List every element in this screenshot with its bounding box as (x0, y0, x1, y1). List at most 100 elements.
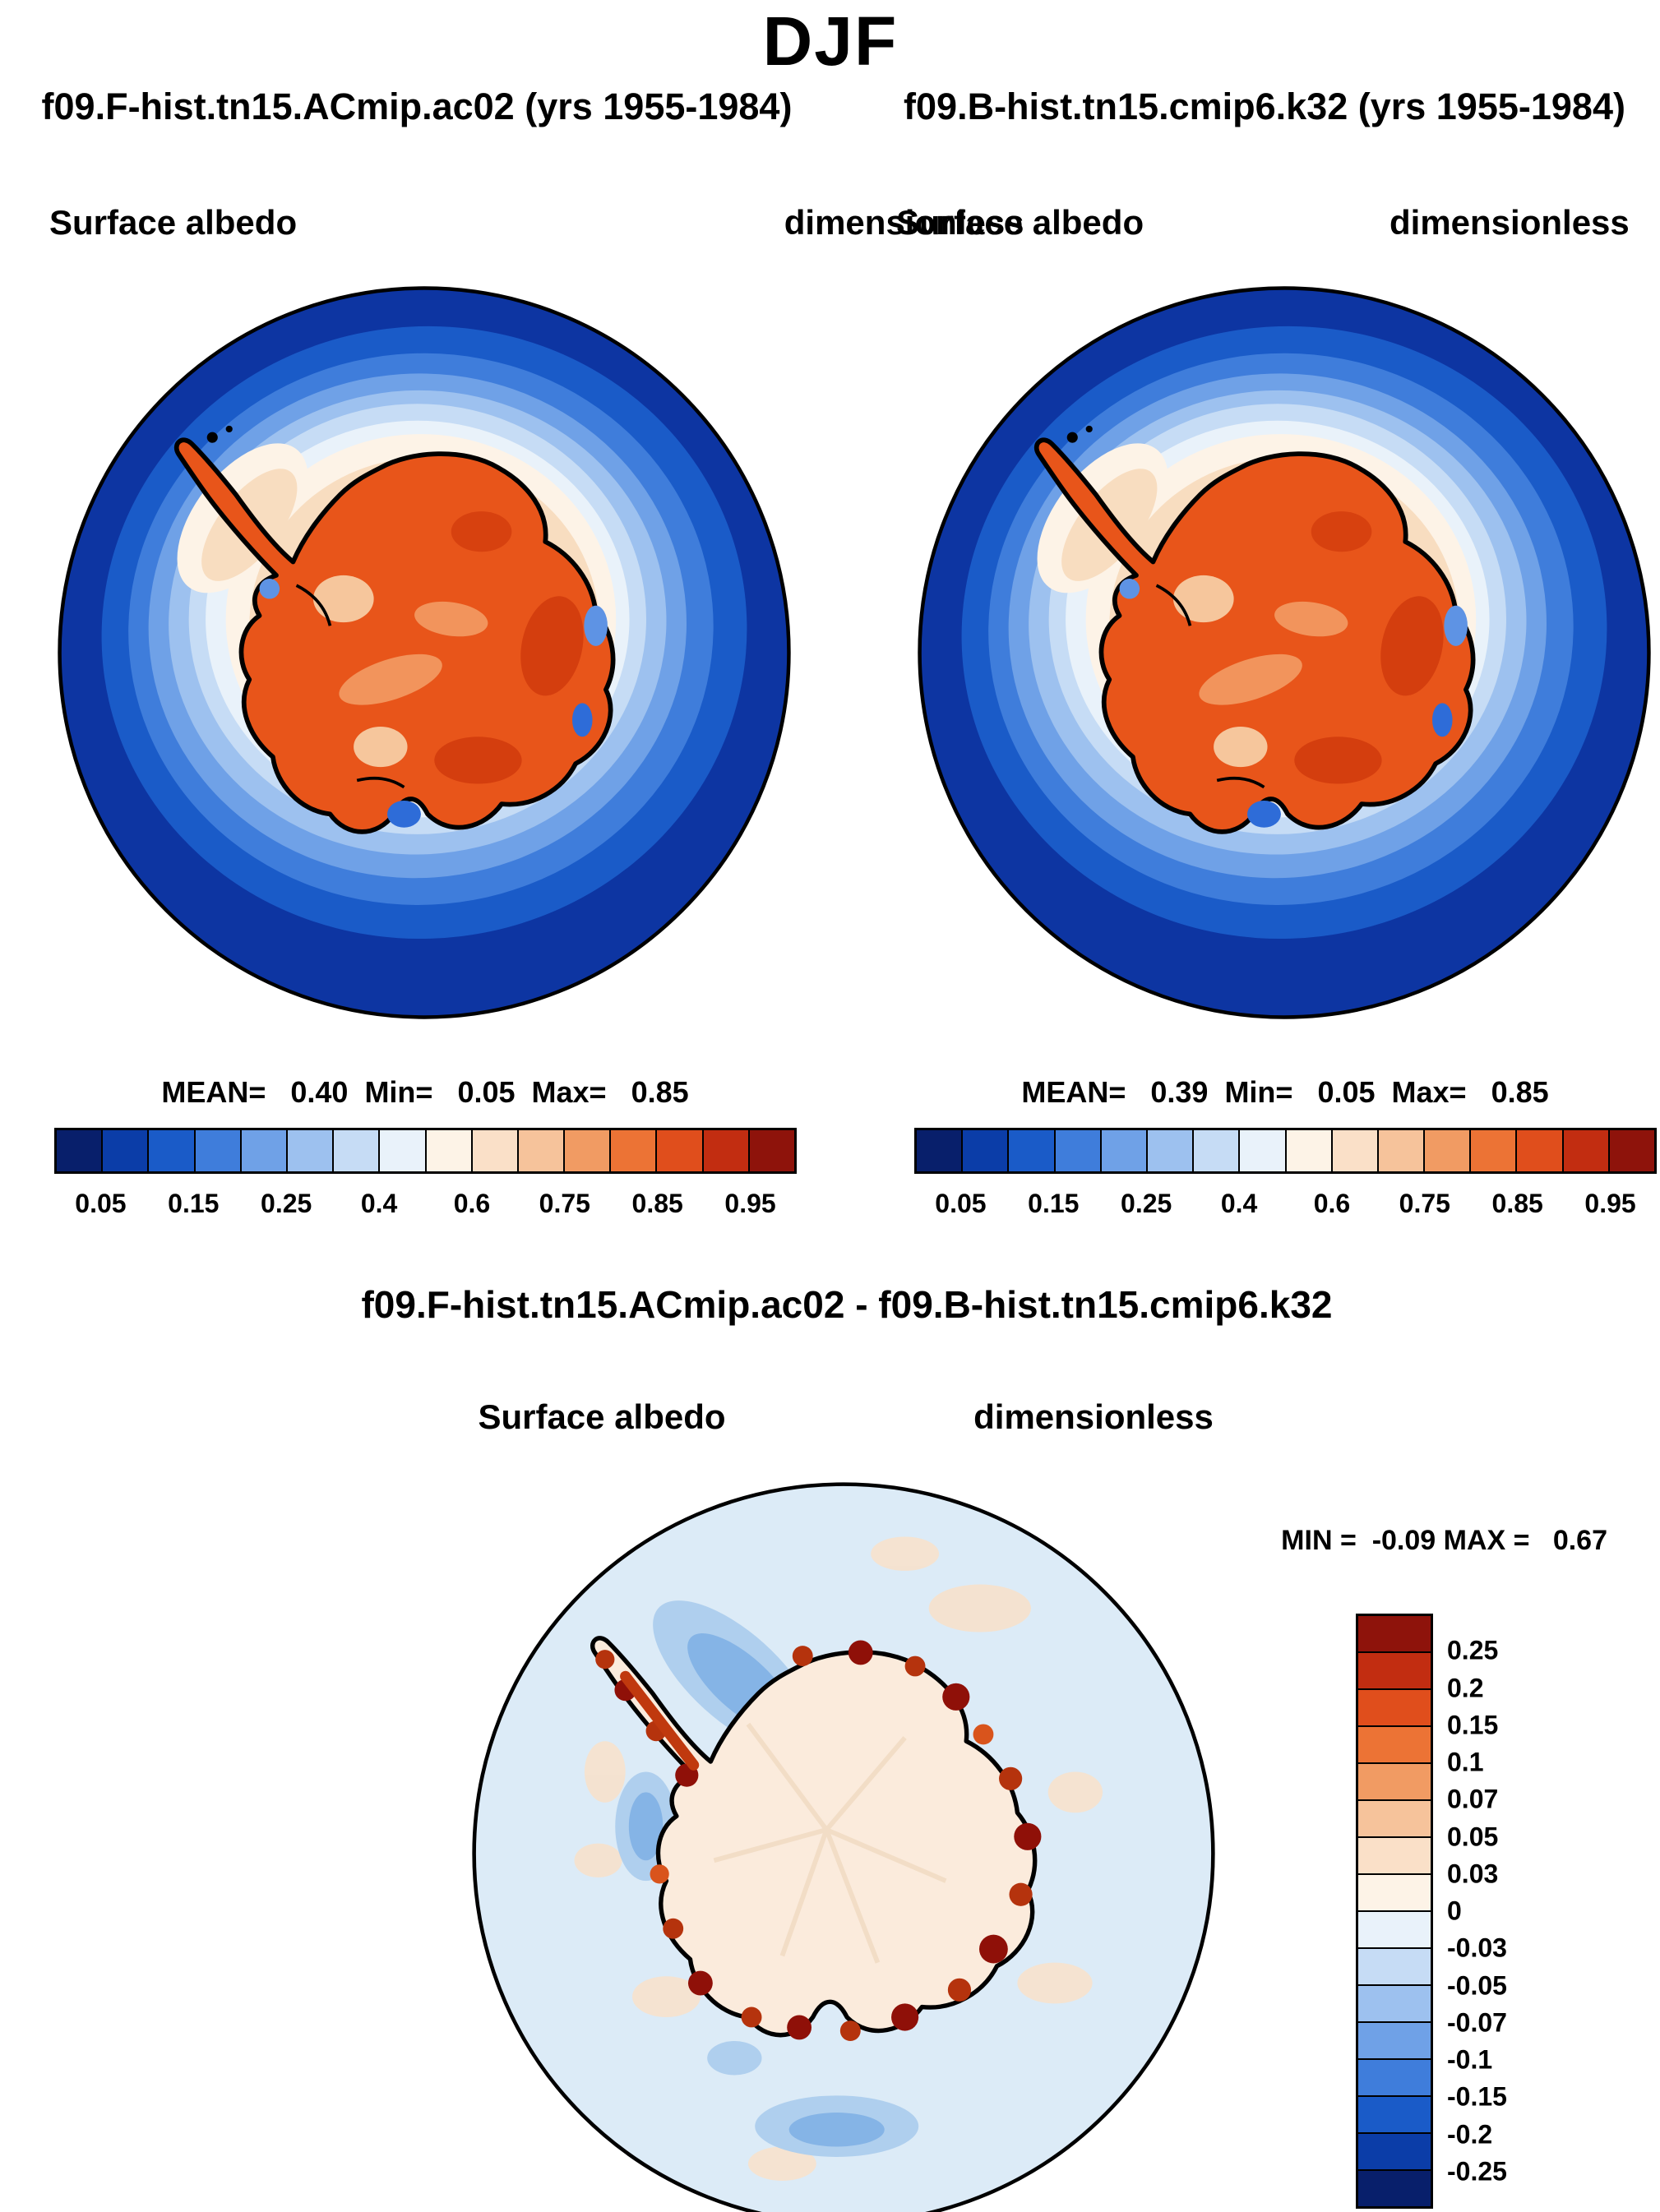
colorbar-tick-label: 0.1 (1447, 1747, 1484, 1777)
colorbar-tick-label: 0.6 (1313, 1189, 1351, 1218)
colorbar-segment (701, 1130, 748, 1171)
left-units-label: dimensionless (784, 203, 1024, 242)
colorbar-segment (1358, 2095, 1431, 2132)
colorbar-segment (563, 1130, 610, 1171)
colorbar-tick-label: 0.4 (360, 1189, 398, 1218)
right-panel-header: f09.B-hist.tn15.cmip6.k32 (yrs 1955-1984… (904, 85, 1625, 127)
colorbar-segment (1358, 2021, 1431, 2058)
colorbar-tick-label: 0.15 (1028, 1189, 1080, 1218)
colorbar-tick-label: 0.25 (261, 1189, 312, 1218)
colorbar-segment (1358, 2169, 1431, 2206)
colorbar-tick-label: 0.07 (1447, 1784, 1499, 1814)
colorbar-segment (1358, 1725, 1431, 1762)
colorbar-segment (1561, 1130, 1608, 1171)
colorbar-tick-label: 0.95 (724, 1189, 776, 1218)
colorbar-segment (1007, 1130, 1054, 1171)
colorbar-segment (516, 1130, 564, 1171)
colorbar-segment (747, 1130, 794, 1171)
colorbar-segment (655, 1130, 702, 1171)
colorbar-segment (1284, 1130, 1331, 1171)
colorbar-segment (57, 1130, 102, 1171)
colorbar-segment (1358, 1947, 1431, 1984)
colorbar-segment (917, 1130, 962, 1171)
colorbar-segment (1358, 1984, 1431, 2021)
left-var-label: Surface albedo (49, 203, 298, 242)
colorbar-segment (1358, 2058, 1431, 2095)
left-stats-line: MEAN= 0.40 Min= 0.05 Max= 0.85 (161, 1075, 689, 1109)
colorbar-tick-label: 0.03 (1447, 1859, 1499, 1889)
colorbar-segment (1358, 1836, 1431, 1873)
colorbar-segment (1238, 1130, 1285, 1171)
colorbar-tick-label: 0.05 (1447, 1822, 1499, 1851)
colorbar-tick-label: 0.15 (1447, 1710, 1499, 1740)
colorbar-segment (378, 1130, 425, 1171)
colorbar-tick-label: 0.75 (1399, 1189, 1450, 1218)
colorbar-tick-label: 0.85 (631, 1189, 683, 1218)
albedo-map-left (54, 283, 794, 1023)
colorbar-segment (1099, 1130, 1146, 1171)
colorbar-segment (1358, 1616, 1431, 1651)
colorbar-tick-label: -0.1 (1447, 2044, 1493, 2075)
diff-var-label: Surface albedo (478, 1397, 726, 1436)
colorbar-segment (424, 1130, 471, 1171)
right-var-label: Surface albedo (896, 203, 1144, 242)
colorbar-tick-label: -0.2 (1447, 2119, 1493, 2149)
right-units-label: dimensionless (1389, 203, 1630, 242)
colorbar-segment (609, 1130, 656, 1171)
colorbar-tick-label: 0.05 (935, 1189, 987, 1218)
colorbar-segment (193, 1130, 240, 1171)
colorbar-segment (470, 1130, 517, 1171)
diff-colorbar-ticks: 0.25 0.2 0.15 0.1 0.07 0.05 0.03 0 -0.03 -0.05 -0.… (1447, 1614, 1579, 2209)
albedo-colorbar-right (914, 1128, 1657, 1174)
colorbar-segment (1053, 1130, 1100, 1171)
colorbar-segment (1358, 2132, 1431, 2169)
colorbar-segment (1358, 1651, 1431, 1688)
colorbar-segment (1330, 1130, 1377, 1171)
colorbar-tick-label: -0.15 (1447, 2081, 1507, 2112)
colorbar-segment (1192, 1130, 1239, 1171)
albedo-map-right (914, 283, 1654, 1023)
albedo-colorbar-ticks-right: 0.05 0.15 0.25 0.4 0.6 0.75 0.85 0.95 (914, 1189, 1657, 1226)
colorbar-tick-label: -0.05 (1447, 1970, 1507, 2000)
colorbar-segment (1358, 1762, 1431, 1799)
colorbar-tick-label: -0.25 (1447, 2156, 1507, 2187)
difference-map (469, 1479, 1218, 2212)
colorbar-segment (1607, 1130, 1654, 1171)
diff-stats-line: MIN = -0.09 MAX = 0.67 (1281, 1525, 1607, 1556)
colorbar-tick-label: 0.25 (1447, 1635, 1499, 1665)
diff-units-label: dimensionless (973, 1397, 1214, 1436)
left-panel-header: f09.F-hist.tn15.ACmip.ac02 (yrs 1955-198… (41, 85, 793, 127)
colorbar-tick-label: 0.75 (539, 1189, 590, 1218)
colorbar-tick-label: 0.85 (1491, 1189, 1543, 1218)
colorbar-segment (1469, 1130, 1516, 1171)
colorbar-segment (1358, 1799, 1431, 1836)
season-title: DJF (762, 2, 899, 80)
colorbar-segment (1376, 1130, 1424, 1171)
colorbar-tick-label: 0.2 (1447, 1673, 1484, 1702)
colorbar-tick-label: -0.03 (1447, 1933, 1507, 1963)
colorbar-tick-label: 0.15 (168, 1189, 220, 1218)
colorbar-tick-label: -0.07 (1447, 2007, 1507, 2038)
diff-panel-header: f09.F-hist.tn15.ACmip.ac02 - f09.B-hist.… (361, 1283, 1333, 1326)
colorbar-segment (239, 1130, 286, 1171)
colorbar-tick-label: 0 (1447, 1896, 1462, 1926)
colorbar-tick-label: 0.95 (1584, 1189, 1636, 1218)
colorbar-segment (1515, 1130, 1562, 1171)
colorbar-segment (101, 1130, 148, 1171)
colorbar-segment (147, 1130, 194, 1171)
albedo-colorbar-ticks-left: 0.05 0.15 0.25 0.4 0.6 0.75 0.85 0.95 (54, 1189, 797, 1226)
colorbar-tick-label: 0.25 (1121, 1189, 1172, 1218)
diff-colorbar (1356, 1614, 1433, 2209)
albedo-colorbar-left (54, 1128, 797, 1174)
colorbar-segment (1358, 1688, 1431, 1725)
colorbar-segment (961, 1130, 1008, 1171)
colorbar-tick-label: 0.4 (1220, 1189, 1258, 1218)
colorbar-segment (332, 1130, 379, 1171)
colorbar-segment (1423, 1130, 1470, 1171)
colorbar-segment (285, 1130, 333, 1171)
colorbar-tick-label: 0.05 (75, 1189, 127, 1218)
right-stats-line: MEAN= 0.39 Min= 0.05 Max= 0.85 (1021, 1075, 1549, 1109)
colorbar-segment (1145, 1130, 1193, 1171)
colorbar-segment (1358, 1873, 1431, 1910)
